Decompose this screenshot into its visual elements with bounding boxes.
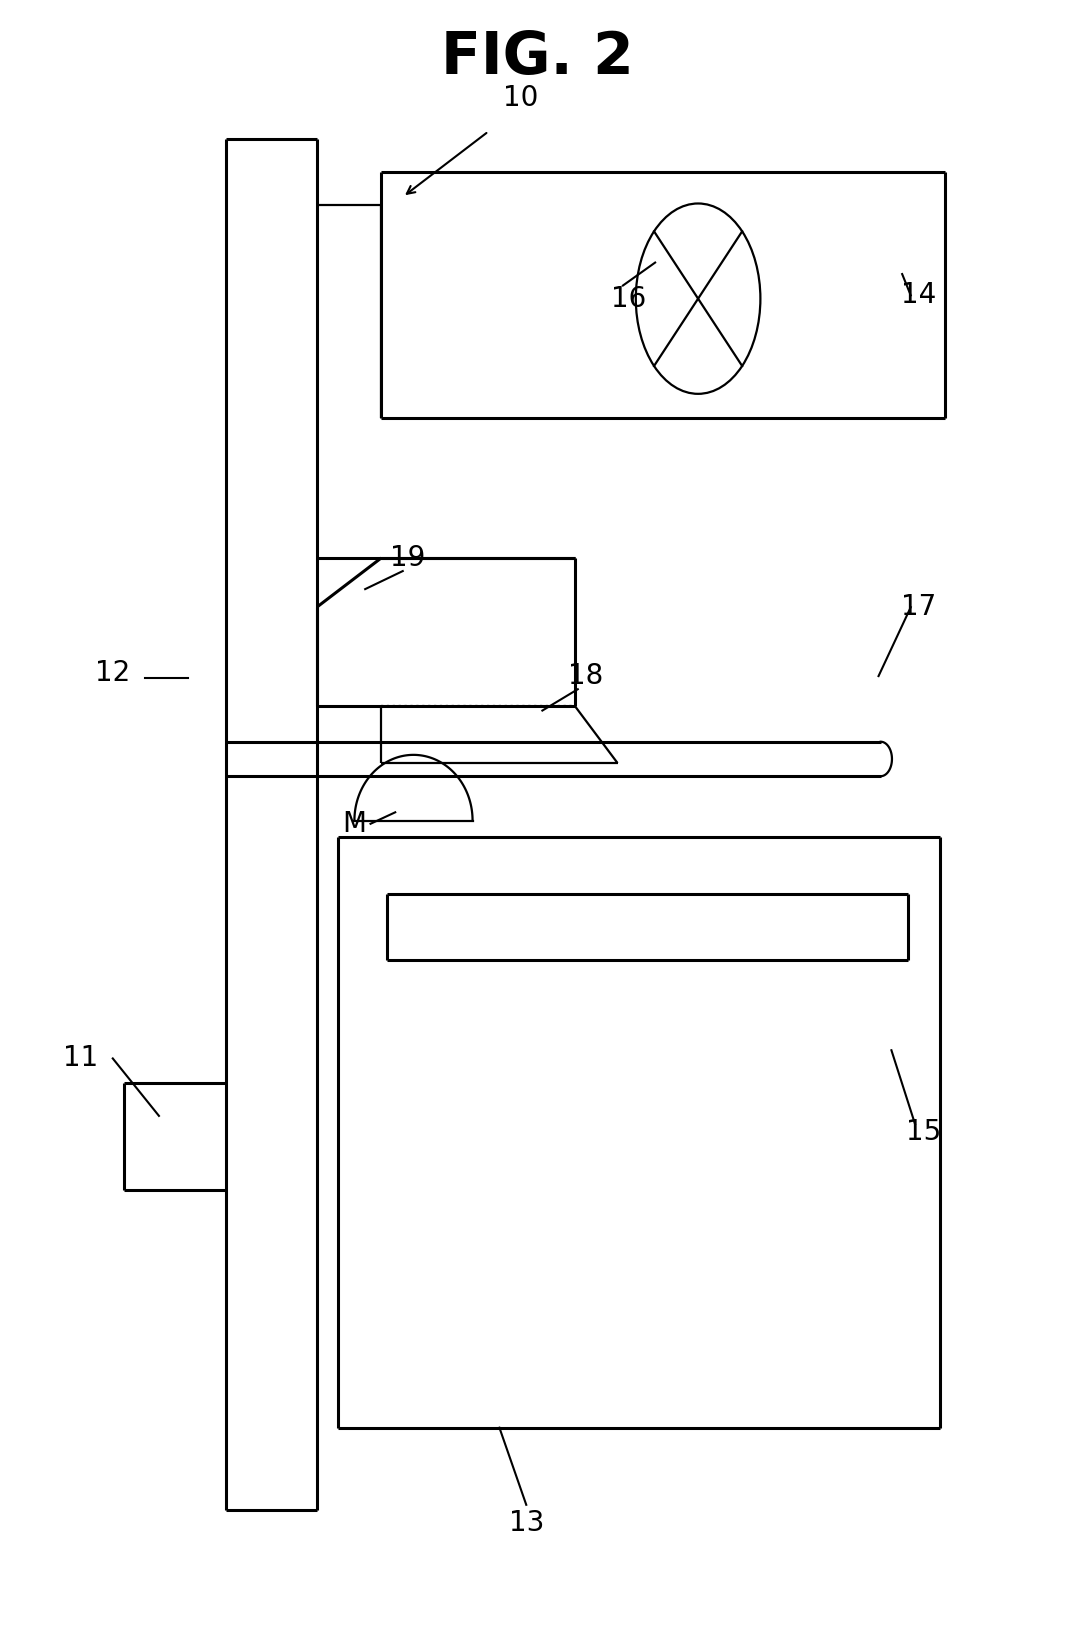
Text: 14: 14 (901, 281, 935, 310)
Text: M: M (343, 809, 366, 839)
Text: 19: 19 (391, 543, 425, 573)
Text: 10: 10 (504, 84, 538, 113)
Text: 18: 18 (568, 661, 603, 691)
Text: 11: 11 (63, 1044, 98, 1073)
Text: 15: 15 (906, 1118, 941, 1147)
Text: 17: 17 (901, 592, 935, 622)
Text: 12: 12 (96, 658, 130, 688)
Text: 13: 13 (509, 1508, 543, 1538)
Text: FIG. 2: FIG. 2 (440, 30, 634, 85)
Text: 16: 16 (611, 284, 645, 313)
